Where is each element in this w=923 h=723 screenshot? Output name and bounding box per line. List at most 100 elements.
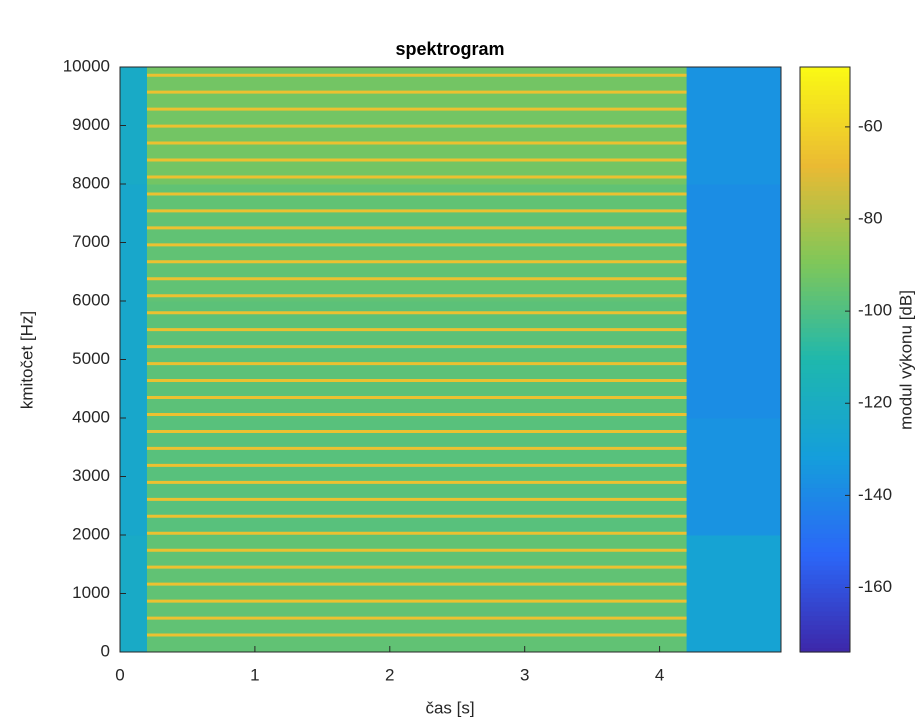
colorbar-swatch (800, 409, 850, 415)
colorbar-swatch (800, 313, 850, 319)
colorbar-swatch (800, 309, 850, 315)
colorbar-swatch (800, 478, 850, 484)
colorbar-swatch (800, 80, 850, 86)
colorbar-swatch (800, 322, 850, 329)
colorbar-swatch (800, 272, 850, 278)
colorbar-swatch (800, 437, 850, 443)
y-tick-label: 7000 (72, 232, 110, 251)
colorbar-swatch (800, 492, 850, 498)
colorbar-swatch (800, 391, 850, 397)
colorbar-swatch (800, 354, 850, 361)
y-tick-label: 8000 (72, 173, 110, 192)
colorbar-tick-label: -160 (858, 577, 892, 596)
colorbar-swatch (800, 620, 850, 626)
colorbar-swatch (800, 629, 850, 635)
colorbar-swatch (800, 162, 850, 169)
colorbar-swatch (800, 510, 850, 516)
y-axis-label: kmitočet [Hz] (17, 311, 36, 409)
y-tick-label: 2000 (72, 524, 110, 543)
colorbar-swatch (800, 249, 850, 255)
colorbar-swatch (800, 295, 850, 301)
colorbar-swatch (800, 172, 850, 178)
heatmap-cell (686, 67, 782, 185)
y-tick-label: 1000 (72, 583, 110, 602)
colorbar-swatch (800, 638, 850, 644)
heatmap-cell (686, 418, 782, 536)
colorbar-swatch (800, 505, 850, 511)
colorbar-swatch (800, 542, 850, 548)
colorbar-swatch (800, 231, 850, 237)
colorbar-tick-label: -140 (858, 485, 892, 504)
colorbar-swatch (800, 373, 850, 379)
colorbar-swatch (800, 190, 850, 196)
colorbar-swatch (800, 556, 850, 562)
chart-title: spektrogram (395, 39, 504, 59)
colorbar-swatch (800, 327, 850, 333)
colorbar-swatch (800, 336, 850, 342)
colorbar-swatch (800, 396, 850, 402)
colorbar-swatch (800, 226, 850, 233)
colorbar-swatch (800, 350, 850, 356)
colorbar-swatch (800, 551, 850, 557)
colorbar-swatch (800, 144, 850, 150)
colorbar-swatch (800, 460, 850, 466)
colorbar-swatch (800, 565, 850, 571)
x-tick-label: 2 (385, 665, 394, 684)
colorbar-swatch (800, 167, 850, 173)
colorbar-swatch (800, 304, 850, 310)
colorbar-swatch (800, 382, 850, 388)
colorbar-swatch (800, 615, 850, 621)
x-tick-label: 3 (520, 665, 529, 684)
colorbar-swatch (800, 533, 850, 539)
colorbar-swatch (800, 450, 850, 457)
colorbar-swatch (800, 222, 850, 228)
colorbar-swatch (800, 85, 850, 91)
colorbar-swatch (800, 103, 850, 109)
colorbar-swatch (800, 633, 850, 639)
colorbar-swatch (800, 121, 850, 128)
colorbar-tick-label: -60 (858, 116, 883, 135)
colorbar-swatch (800, 300, 850, 306)
y-tick-label: 10000 (63, 56, 110, 75)
colorbar-swatch (800, 642, 850, 649)
heatmap-cell (686, 184, 782, 302)
colorbar-label: modul výkonu [dB] (896, 290, 915, 430)
colorbar-swatch (800, 428, 850, 434)
colorbar-swatch (800, 592, 850, 598)
colorbar-swatch (800, 158, 850, 164)
heatmap-cell (146, 184, 688, 302)
colorbar-tick-label: -100 (858, 301, 892, 320)
colorbar-swatch (800, 149, 850, 155)
colorbar-swatch (800, 514, 850, 521)
colorbar-swatch (800, 368, 850, 374)
y-tick-label: 3000 (72, 466, 110, 485)
x-tick-label: 1 (250, 665, 259, 684)
colorbar-swatch (800, 199, 850, 205)
colorbar-swatch (800, 560, 850, 566)
x-tick-label: 4 (655, 665, 664, 684)
colorbar-swatch (800, 423, 850, 429)
colorbar-swatch (800, 501, 850, 507)
colorbar-swatch (800, 318, 850, 324)
colorbar-swatch (800, 341, 850, 347)
colorbar-swatch (800, 181, 850, 187)
colorbar-swatch (800, 574, 850, 580)
colorbar-swatch (800, 537, 850, 543)
colorbar-swatch (800, 108, 850, 114)
colorbar-swatch (800, 455, 850, 461)
y-tick-label: 6000 (72, 290, 110, 309)
colorbar-swatch (800, 432, 850, 438)
colorbar-swatch (800, 213, 850, 219)
colorbar-swatch (800, 524, 850, 530)
colorbar-swatch (800, 569, 850, 575)
colorbar-swatch (800, 583, 850, 589)
colorbar-swatch (800, 217, 850, 223)
colorbar-swatch (800, 245, 850, 251)
colorbar-swatch (800, 140, 850, 146)
colorbar-swatch (800, 345, 850, 351)
colorbar-swatch (800, 482, 850, 489)
y-tick-label: 0 (101, 641, 110, 660)
colorbar-swatch (800, 268, 850, 274)
colorbar-swatch (800, 496, 850, 502)
heatmap-cell (146, 535, 688, 653)
